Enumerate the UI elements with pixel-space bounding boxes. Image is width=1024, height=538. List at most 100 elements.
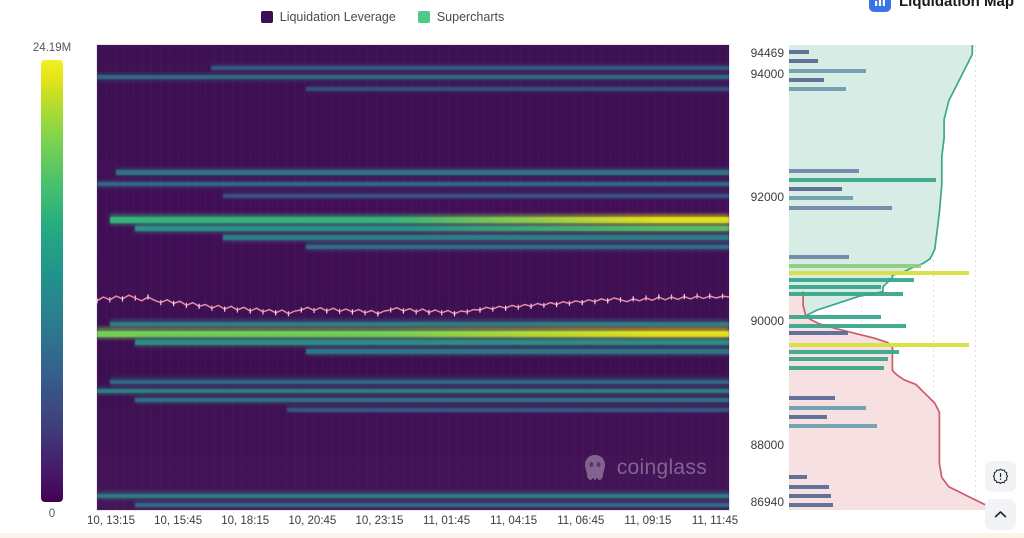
- profile-bar: [789, 87, 846, 92]
- scroll-to-top-button[interactable]: [985, 499, 1016, 530]
- liquidation-band: [97, 493, 729, 498]
- liquidation-band: [210, 65, 729, 70]
- liquidation-band: [97, 182, 729, 187]
- profile-bar: [789, 284, 881, 289]
- liquidation-band: [115, 168, 729, 177]
- profile-upper-area: [789, 45, 973, 334]
- liquidation-band: [97, 491, 729, 500]
- profile-bar: [789, 277, 914, 282]
- alert-badge-icon: [992, 468, 1009, 484]
- profile-bar: [789, 187, 843, 192]
- liquidation-band: [97, 386, 729, 396]
- profile-bar: [789, 254, 850, 259]
- liquidation-band: [109, 379, 729, 384]
- x-axis-tick: 10, 20:45: [288, 515, 337, 527]
- coinglass-logo-icon: [584, 455, 605, 480]
- y-axis-tick: 92000: [750, 190, 784, 205]
- liquidation-map-icon: [869, 0, 892, 12]
- profile-bar: [789, 291, 903, 296]
- profile-bar: [789, 177, 936, 182]
- liquidation-band: [97, 327, 729, 340]
- liquidation-band: [210, 63, 729, 72]
- x-axis-tick: 11, 01:45: [422, 515, 471, 527]
- chart-legend: Liquidation Leverage Supercharts: [0, 10, 765, 24]
- liquidation-band: [223, 191, 729, 200]
- liquidation-band: [223, 193, 729, 198]
- liquidation-band: [109, 213, 729, 226]
- liquidation-profile-panel[interactable]: [789, 45, 1024, 510]
- x-axis-tick: 10, 18:15: [221, 515, 270, 527]
- liquidation-band: [97, 388, 729, 394]
- liquidation-band: [134, 395, 729, 405]
- alert-button[interactable]: [985, 461, 1016, 492]
- bottom-accent-bar: [0, 533, 1024, 538]
- profile-bar: [789, 77, 824, 82]
- liquidation-band: [305, 86, 729, 91]
- coinglass-watermark: coinglass: [582, 454, 707, 482]
- liquidation-band: [134, 502, 729, 507]
- coinglass-watermark-text: coinglass: [616, 456, 707, 479]
- profile-bar: [789, 59, 819, 64]
- colorbar-max-label: 24.19M: [32, 42, 72, 54]
- liquidation-band: [134, 337, 729, 347]
- profile-bar: [789, 205, 892, 210]
- profile-bar: [789, 68, 866, 73]
- profile-bar: [789, 405, 866, 410]
- y-axis-tick: 86940: [750, 495, 784, 509]
- price-line: [97, 293, 729, 317]
- liquidation-band: [305, 346, 729, 356]
- liquidation-band: [286, 405, 729, 414]
- liquidation-band: [223, 235, 729, 241]
- legend-item-supercharts[interactable]: Supercharts: [417, 10, 504, 24]
- profile-bar: [789, 196, 854, 201]
- legend-swatch-green-icon: [417, 11, 430, 23]
- x-axis-tick: 10, 13:15: [87, 515, 135, 527]
- colorbar: [41, 60, 63, 502]
- x-axis-tick: 11, 06:45: [557, 515, 605, 527]
- liquidation-band: [286, 407, 729, 412]
- x-axis-tick: 11, 11:45: [691, 515, 739, 527]
- legend-swatch-purple-icon: [260, 11, 273, 23]
- liquidation-band: [115, 170, 729, 175]
- liquidation-band: [134, 223, 729, 234]
- liquidation-band: [305, 242, 729, 252]
- profile-gridline: [933, 45, 934, 510]
- profile-bar: [789, 415, 828, 419]
- liquidation-band: [109, 319, 729, 328]
- legend-item-liquidation-leverage[interactable]: Liquidation Leverage: [260, 10, 396, 24]
- profile-bar: [789, 484, 830, 489]
- x-axis: 10, 13:15 10, 15:45 10, 18:15 10, 20:45 10, …: [87, 512, 738, 536]
- liquidation-heatmap-plot[interactable]: coinglass: [96, 44, 730, 511]
- profile-bar: [789, 356, 888, 361]
- profile-bar: [789, 503, 833, 508]
- liquidation-map-title: Liquidation Map: [899, 0, 1014, 10]
- x-axis-tick: 10, 15:45: [154, 515, 203, 527]
- liquidation-band: [109, 321, 729, 327]
- heatmap-background: [97, 45, 729, 510]
- x-axis-tick: 11, 04:15: [490, 515, 538, 527]
- floating-action-buttons: [985, 461, 1016, 530]
- y-axis-tick: 88000: [750, 437, 784, 452]
- legend-label-liquidation-leverage: Liquidation Leverage: [279, 10, 396, 24]
- liquidation-band: [134, 398, 729, 403]
- liquidation-band: [134, 500, 729, 509]
- liquidation-band: [305, 349, 729, 354]
- profile-bar: [789, 49, 810, 54]
- x-axis-tick: 11, 09:15: [624, 515, 672, 527]
- profile-lower-line: [802, 291, 997, 510]
- chevron-up-icon: [994, 511, 1007, 518]
- liquidation-map-widget-header[interactable]: Liquidation Map: [869, 0, 1014, 12]
- profile-bar: [789, 366, 885, 371]
- colorbar-min-label: 0: [48, 508, 56, 520]
- y-axis: 94469 94000 92000 90000 88000 86940: [734, 45, 784, 510]
- profile-bar: [789, 270, 969, 275]
- profile-bar: [789, 331, 848, 336]
- profile-bar: [789, 424, 877, 429]
- liquidation-band: [97, 179, 729, 188]
- x-axis-tick: 10, 23:15: [355, 515, 404, 527]
- profile-bar: [789, 475, 808, 480]
- profile-gridline: [975, 45, 976, 510]
- profile-bar: [789, 315, 881, 320]
- profile-bar: [789, 494, 832, 499]
